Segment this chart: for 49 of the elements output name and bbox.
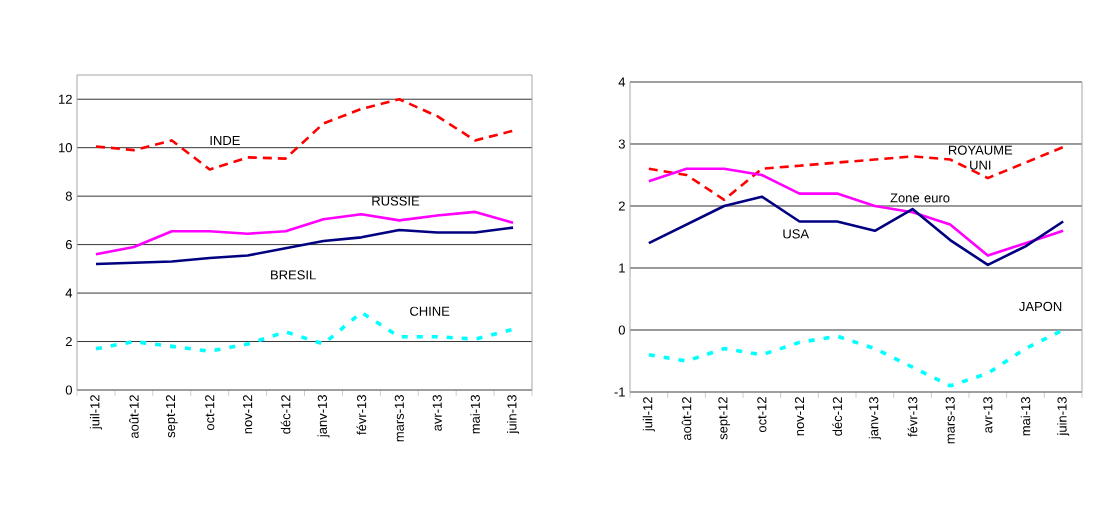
x-tick-label: juin-13 (1057, 397, 1070, 436)
series-label: INDE (210, 135, 240, 145)
y-tick-label: 4 (65, 288, 73, 298)
x-tick-label: août-12 (129, 395, 139, 439)
x-tick-label: janv-13 (868, 397, 881, 440)
x-tick-label: août-12 (681, 397, 692, 441)
y-tick-label: 1 (619, 263, 625, 273)
series-label: ROYAUME UNI (948, 145, 1013, 170)
y-tick-label: 4 (618, 77, 626, 87)
series-label: CHINE (410, 306, 450, 316)
x-tick-label: déc-12 (280, 395, 291, 434)
y-tick-label: 2 (65, 336, 72, 347)
x-tick-label: sept-12 (165, 395, 178, 438)
x-tick-label: déc-12 (832, 397, 843, 436)
x-tick-label: nov-12 (243, 395, 253, 434)
series-label: JAPON (1019, 301, 1062, 312)
y-tick-label: 2 (618, 201, 625, 211)
x-tick-label: janv-13 (317, 395, 330, 438)
x-tick-label: juin-13 (506, 395, 520, 434)
x-tick-label: mars-13 (394, 395, 404, 442)
series-label: Zone euro (890, 193, 950, 203)
line-series (94, 226, 515, 266)
x-tick-label: avr-13 (983, 397, 993, 433)
y-tick-label: 12 (59, 94, 72, 104)
x-tick-label: juil-12 (642, 397, 655, 432)
x-tick-label: févr-13 (907, 397, 918, 437)
line-series (94, 210, 515, 256)
y-tick-label: 3 (618, 139, 625, 149)
x-tick-label: juil-12 (89, 395, 103, 430)
x-tick-label: sept-12 (718, 397, 731, 440)
y-tick-label: 10 (59, 143, 72, 153)
x-tick-label: mai-13 (470, 395, 480, 434)
x-tick-label: oct-12 (757, 397, 767, 433)
y-tick-label: 8 (65, 191, 72, 201)
line-series (94, 97, 515, 171)
series-label: BRESIL (271, 270, 316, 280)
y-tick-label: -1 (614, 387, 625, 397)
y-tick-label: 0 (618, 325, 625, 335)
series-label: USA (783, 229, 810, 239)
line-series (647, 145, 1065, 202)
y-tick-label: 6 (65, 240, 72, 250)
x-tick-label: nov-12 (794, 397, 805, 436)
y-tick-label: 0 (65, 385, 72, 395)
series-label: RUSSIE (372, 196, 420, 206)
x-tick-label: oct-12 (205, 395, 215, 431)
x-tick-label: févr-13 (356, 395, 367, 435)
x-tick-label: mars-13 (945, 397, 955, 444)
x-tick-label: avr-13 (432, 395, 442, 431)
x-tick-label: mai-13 (1020, 397, 1031, 436)
